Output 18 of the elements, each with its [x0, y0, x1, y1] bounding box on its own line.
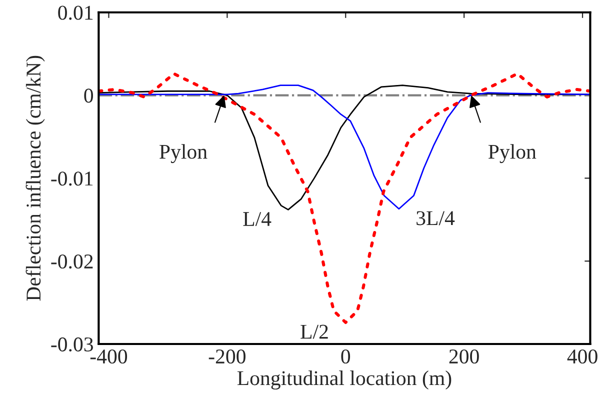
y-tick-label: 0: [84, 88, 94, 103]
y-tick-label: -0.01: [51, 172, 93, 186]
series-label: 3L/4: [416, 211, 455, 226]
line-series: [98, 72, 590, 324]
x-tick-label: 0: [341, 349, 350, 364]
annotation: Pylon: [488, 144, 536, 164]
series-label: L/4: [243, 212, 272, 226]
x-axis-title: Longitudinal location (m): [237, 370, 452, 390]
y-tick-label: -0.03: [51, 337, 93, 352]
series-label: L/2: [300, 324, 328, 339]
x-tick-label: -400: [90, 349, 128, 364]
x-tick-label: 400: [567, 349, 598, 364]
x-tick-label: 200: [449, 349, 479, 364]
annotation: Pylon: [160, 144, 208, 164]
y-tick-label: 0.01: [58, 6, 93, 20]
y-axis-title: Deflection influence (cm/kN): [26, 56, 45, 301]
x-tick-label: -200: [208, 349, 246, 364]
y-tick-label: -0.02: [51, 254, 93, 269]
